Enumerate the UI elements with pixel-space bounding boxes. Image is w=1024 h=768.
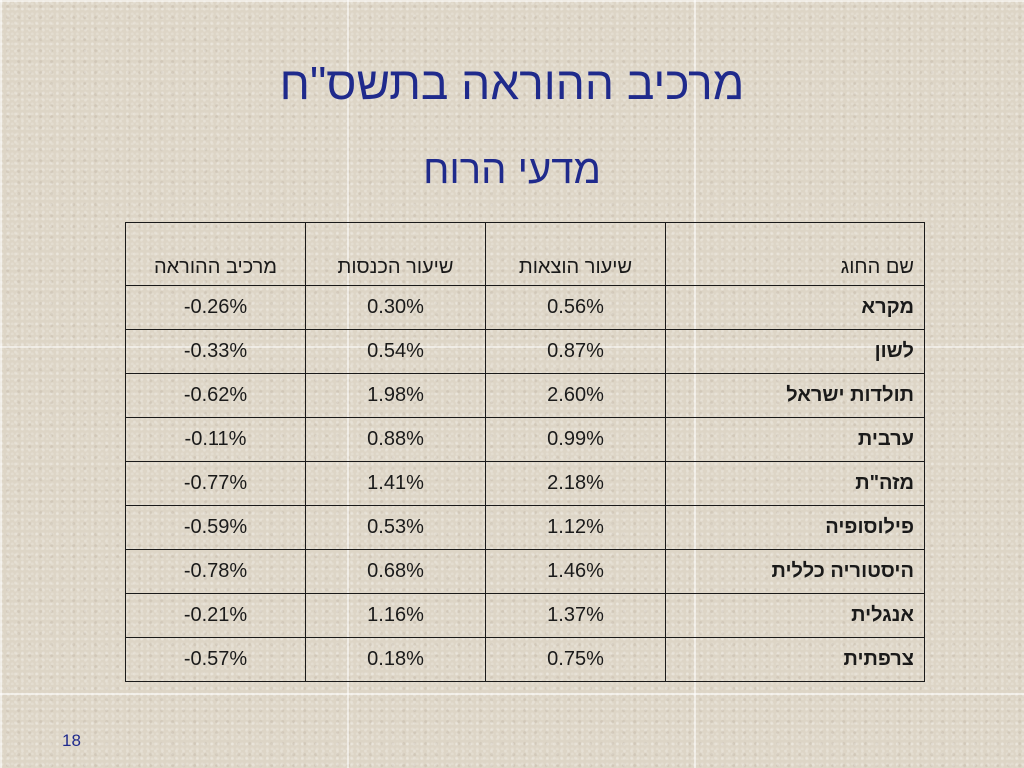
cell-expense-rate: 1.46% xyxy=(485,549,666,594)
cell-income-rate: 0.18% xyxy=(305,637,486,682)
cell-department: לשון xyxy=(665,329,925,374)
cell-expense-rate: 0.56% xyxy=(485,285,666,330)
cell-department: מקרא xyxy=(665,285,925,330)
cell-income-rate: 0.30% xyxy=(305,285,486,330)
table-row: תולדות ישראל 2.60% 1.98% -0.62% xyxy=(125,373,925,418)
cell-department: פילוסופיה xyxy=(665,505,925,550)
table-row: אנגלית 1.37% 1.16% -0.21% xyxy=(125,593,925,638)
table-row: ערבית 0.99% 0.88% -0.11% xyxy=(125,417,925,462)
tile-seam xyxy=(0,0,2,768)
tile-seam xyxy=(0,693,1024,695)
cell-teaching-component: -0.78% xyxy=(125,549,306,594)
cell-expense-rate: 0.87% xyxy=(485,329,666,374)
header-expense-rate: שיעור הוצאות xyxy=(485,222,666,286)
slide-title: מרכיב ההוראה בתשס"ח xyxy=(279,57,745,109)
table-row: פילוסופיה 1.12% 0.53% -0.59% xyxy=(125,505,925,550)
cell-expense-rate: 2.18% xyxy=(485,461,666,506)
cell-expense-rate: 1.37% xyxy=(485,593,666,638)
cell-teaching-component: -0.33% xyxy=(125,329,306,374)
tile-seam xyxy=(0,0,1024,2)
cell-department: תולדות ישראל xyxy=(665,373,925,418)
header-teaching-component: מרכיב ההוראה xyxy=(125,222,306,286)
cell-department: מזה"ת xyxy=(665,461,925,506)
table-row: מזה"ת 2.18% 1.41% -0.77% xyxy=(125,461,925,506)
cell-income-rate: 0.88% xyxy=(305,417,486,462)
cell-teaching-component: -0.11% xyxy=(125,417,306,462)
table-row: היסטוריה כללית 1.46% 0.68% -0.78% xyxy=(125,549,925,594)
cell-expense-rate: 1.12% xyxy=(485,505,666,550)
cell-teaching-component: -0.59% xyxy=(125,505,306,550)
cell-expense-rate: 2.60% xyxy=(485,373,666,418)
cell-income-rate: 1.16% xyxy=(305,593,486,638)
cell-income-rate: 0.54% xyxy=(305,329,486,374)
table-row: מקרא 0.56% 0.30% -0.26% xyxy=(125,285,925,330)
cell-expense-rate: 0.99% xyxy=(485,417,666,462)
cell-expense-rate: 0.75% xyxy=(485,637,666,682)
cell-teaching-component: -0.62% xyxy=(125,373,306,418)
cell-department: צרפתית xyxy=(665,637,925,682)
page-number: 18 xyxy=(62,731,81,750)
cell-teaching-component: -0.21% xyxy=(125,593,306,638)
cell-department: היסטוריה כללית xyxy=(665,549,925,594)
cell-income-rate: 0.53% xyxy=(305,505,486,550)
table-header-row: שם החוג שיעור הוצאות שיעור הכנסות מרכיב … xyxy=(125,222,925,286)
slide-subtitle: מדעי הרוח xyxy=(423,148,601,192)
cell-income-rate: 1.98% xyxy=(305,373,486,418)
cell-income-rate: 1.41% xyxy=(305,461,486,506)
cell-department: אנגלית xyxy=(665,593,925,638)
cell-teaching-component: -0.26% xyxy=(125,285,306,330)
table-row: לשון 0.87% 0.54% -0.33% xyxy=(125,329,925,374)
cell-teaching-component: -0.57% xyxy=(125,637,306,682)
header-income-rate: שיעור הכנסות xyxy=(305,222,486,286)
cell-income-rate: 0.68% xyxy=(305,549,486,594)
table-row: צרפתית 0.75% 0.18% -0.57% xyxy=(125,637,925,682)
cell-department: ערבית xyxy=(665,417,925,462)
cell-teaching-component: -0.77% xyxy=(125,461,306,506)
header-department: שם החוג xyxy=(665,222,925,286)
data-table: שם החוג שיעור הוצאות שיעור הכנסות מרכיב … xyxy=(125,222,925,682)
